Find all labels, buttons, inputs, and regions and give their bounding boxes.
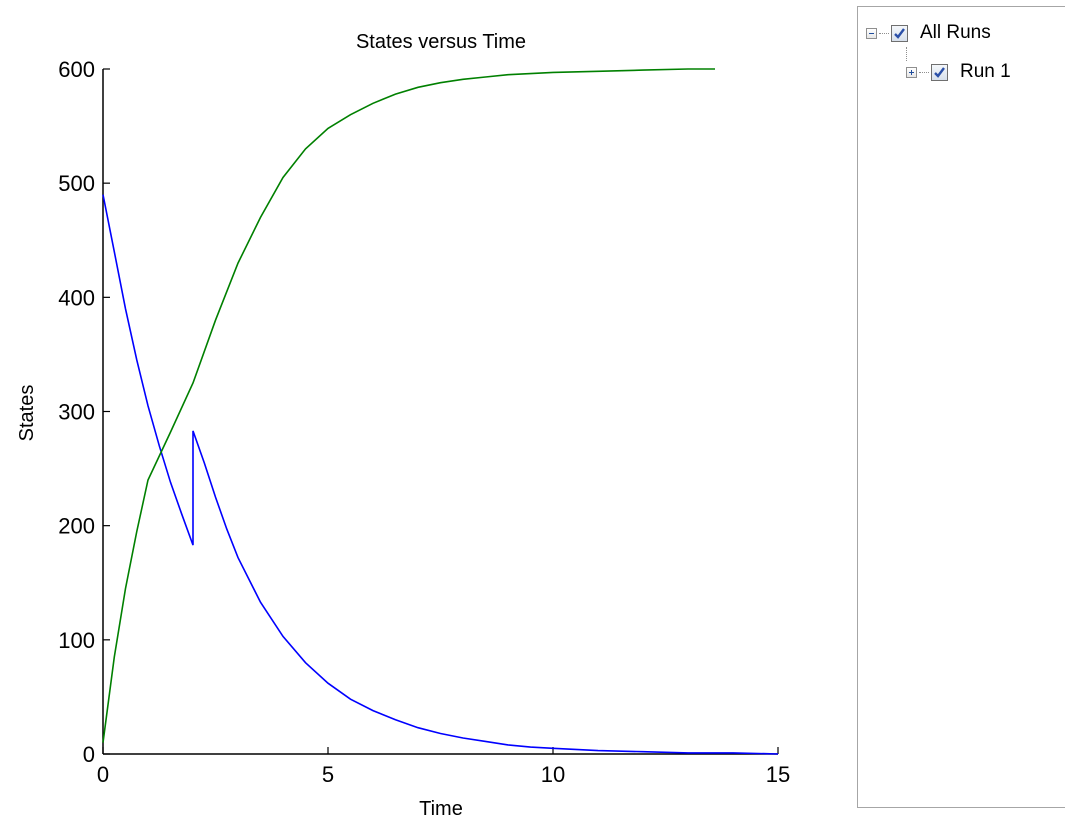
x-axis-label: Time	[419, 798, 463, 820]
y-tick-label: 600	[58, 57, 95, 82]
y-tick-label: 300	[58, 400, 95, 425]
plot-lines	[102, 68, 779, 755]
y-tick-label: 400	[58, 285, 95, 310]
axes: 0 100 200 300 400 500 600 0 5 10 15	[58, 57, 790, 787]
x-tick-label: 15	[766, 762, 790, 787]
y-tick-label: 0	[83, 742, 95, 767]
tree-connector	[919, 71, 929, 73]
series-line-1	[102, 194, 779, 755]
tree-connector	[879, 32, 889, 34]
y-tick-label: 200	[58, 514, 95, 539]
y-axis-label: States	[16, 385, 38, 442]
tree-row-all-runs[interactable]: All Runs	[866, 20, 991, 46]
chart: States versus Time 0 100 200 300 400 500 600 0 5…	[16, 31, 790, 820]
y-tick-label: 100	[58, 628, 95, 653]
checkmark-icon	[894, 27, 905, 39]
series-line-2	[102, 68, 715, 743]
chart-title: States versus Time	[356, 31, 526, 53]
all-runs-label: All Runs	[920, 22, 991, 43]
x-tick-label: 5	[322, 762, 334, 787]
x-tick-label: 10	[541, 762, 565, 787]
run-1-checkbox[interactable]	[931, 63, 948, 81]
tree-row-run-1[interactable]: Run 1	[906, 59, 1011, 85]
checkmark-icon	[934, 66, 945, 78]
y-tick-label: 500	[58, 171, 95, 196]
collapse-icon[interactable]	[866, 27, 877, 39]
run-tree-panel: All Runs Run 1	[857, 6, 1065, 808]
tree-connector-vertical	[906, 47, 907, 61]
x-tick-label: 0	[97, 762, 109, 787]
run-1-label: Run 1	[960, 61, 1011, 82]
all-runs-checkbox[interactable]	[891, 24, 908, 42]
expand-icon[interactable]	[906, 66, 917, 78]
